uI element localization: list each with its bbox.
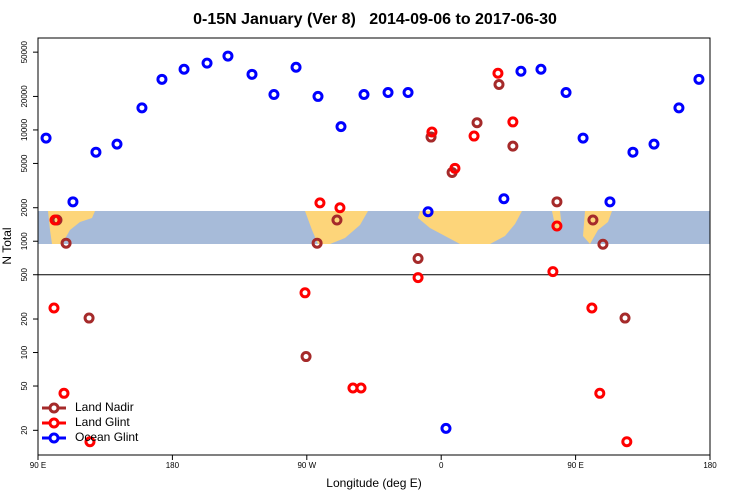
point <box>314 197 326 209</box>
legend-marker <box>48 402 60 414</box>
point <box>468 130 480 142</box>
point <box>627 146 639 158</box>
point <box>507 140 519 152</box>
y-tick-label: 10000 <box>20 118 29 141</box>
point <box>471 117 483 129</box>
point <box>673 102 685 114</box>
point <box>648 138 660 150</box>
point <box>40 132 52 144</box>
point <box>597 238 609 250</box>
x-tick-label: 90 E <box>30 461 46 470</box>
point <box>449 162 461 174</box>
point <box>382 86 394 98</box>
point <box>594 387 606 399</box>
map-background <box>38 211 710 244</box>
y-tick-label: 100 <box>20 345 29 359</box>
y-tick-label: 200 <box>20 312 29 326</box>
point <box>515 65 527 77</box>
point <box>507 116 519 128</box>
point <box>604 196 616 208</box>
point <box>493 79 505 91</box>
point <box>693 73 705 85</box>
point <box>426 126 438 138</box>
y-tick-label: 1000 <box>20 232 29 250</box>
land <box>418 211 522 244</box>
point <box>551 196 563 208</box>
point <box>355 382 367 394</box>
point <box>335 121 347 133</box>
point <box>402 86 414 98</box>
point <box>48 302 60 314</box>
point <box>268 89 280 101</box>
point <box>222 50 234 62</box>
point <box>60 237 72 249</box>
point <box>111 138 123 150</box>
y-tick-label: 2000 <box>20 198 29 216</box>
x-axis-label: Longitude (deg E) <box>326 476 421 490</box>
y-tick-label: 20000 <box>20 85 29 108</box>
point <box>535 63 547 75</box>
point <box>201 57 213 69</box>
point <box>156 73 168 85</box>
x-tick-label: 90 E <box>567 461 583 470</box>
point <box>587 214 599 226</box>
point <box>331 214 343 226</box>
chart-title: 0-15N January (Ver 8) 2014-09-06 to 2017… <box>193 11 557 28</box>
point <box>246 68 258 80</box>
point <box>290 61 302 73</box>
point <box>498 193 510 205</box>
y-axis-label: N Total <box>0 227 14 264</box>
point <box>425 131 437 143</box>
point <box>136 102 148 114</box>
point <box>492 67 504 79</box>
y-tick-label: 20 <box>20 425 29 434</box>
legend-label: Land Glint <box>75 415 130 429</box>
point <box>311 237 323 249</box>
point <box>619 312 631 324</box>
y-tick-label: 50000 <box>20 40 29 63</box>
point <box>312 90 324 102</box>
x-tick-label: 180 <box>703 461 717 470</box>
point <box>547 266 559 278</box>
point <box>90 146 102 158</box>
point <box>334 202 346 214</box>
point <box>358 89 370 101</box>
point <box>560 86 572 98</box>
point <box>621 436 633 448</box>
legend-label: Land Nadir <box>75 400 134 414</box>
point <box>412 252 424 264</box>
point <box>178 63 190 75</box>
point <box>440 422 452 434</box>
point <box>300 351 312 363</box>
point <box>412 272 424 284</box>
point <box>422 206 434 218</box>
x-tick-label: 90 W <box>297 461 316 470</box>
point <box>577 132 589 144</box>
point <box>586 302 598 314</box>
y-tick-label: 500 <box>20 268 29 282</box>
plot-frame <box>37 37 711 456</box>
point <box>83 312 95 324</box>
legend-marker <box>48 417 60 429</box>
legend-marker <box>48 432 60 444</box>
x-tick-label: 180 <box>166 461 180 470</box>
y-tick-label: 5000 <box>20 154 29 172</box>
point <box>551 220 563 232</box>
x-tick-label: 0 <box>439 461 444 470</box>
point <box>299 287 311 299</box>
point <box>49 214 61 226</box>
point <box>84 436 96 448</box>
legend-label: Ocean Glint <box>75 430 139 444</box>
point <box>67 196 79 208</box>
point <box>58 387 70 399</box>
land <box>305 211 368 244</box>
y-tick-label: 50 <box>20 381 29 390</box>
